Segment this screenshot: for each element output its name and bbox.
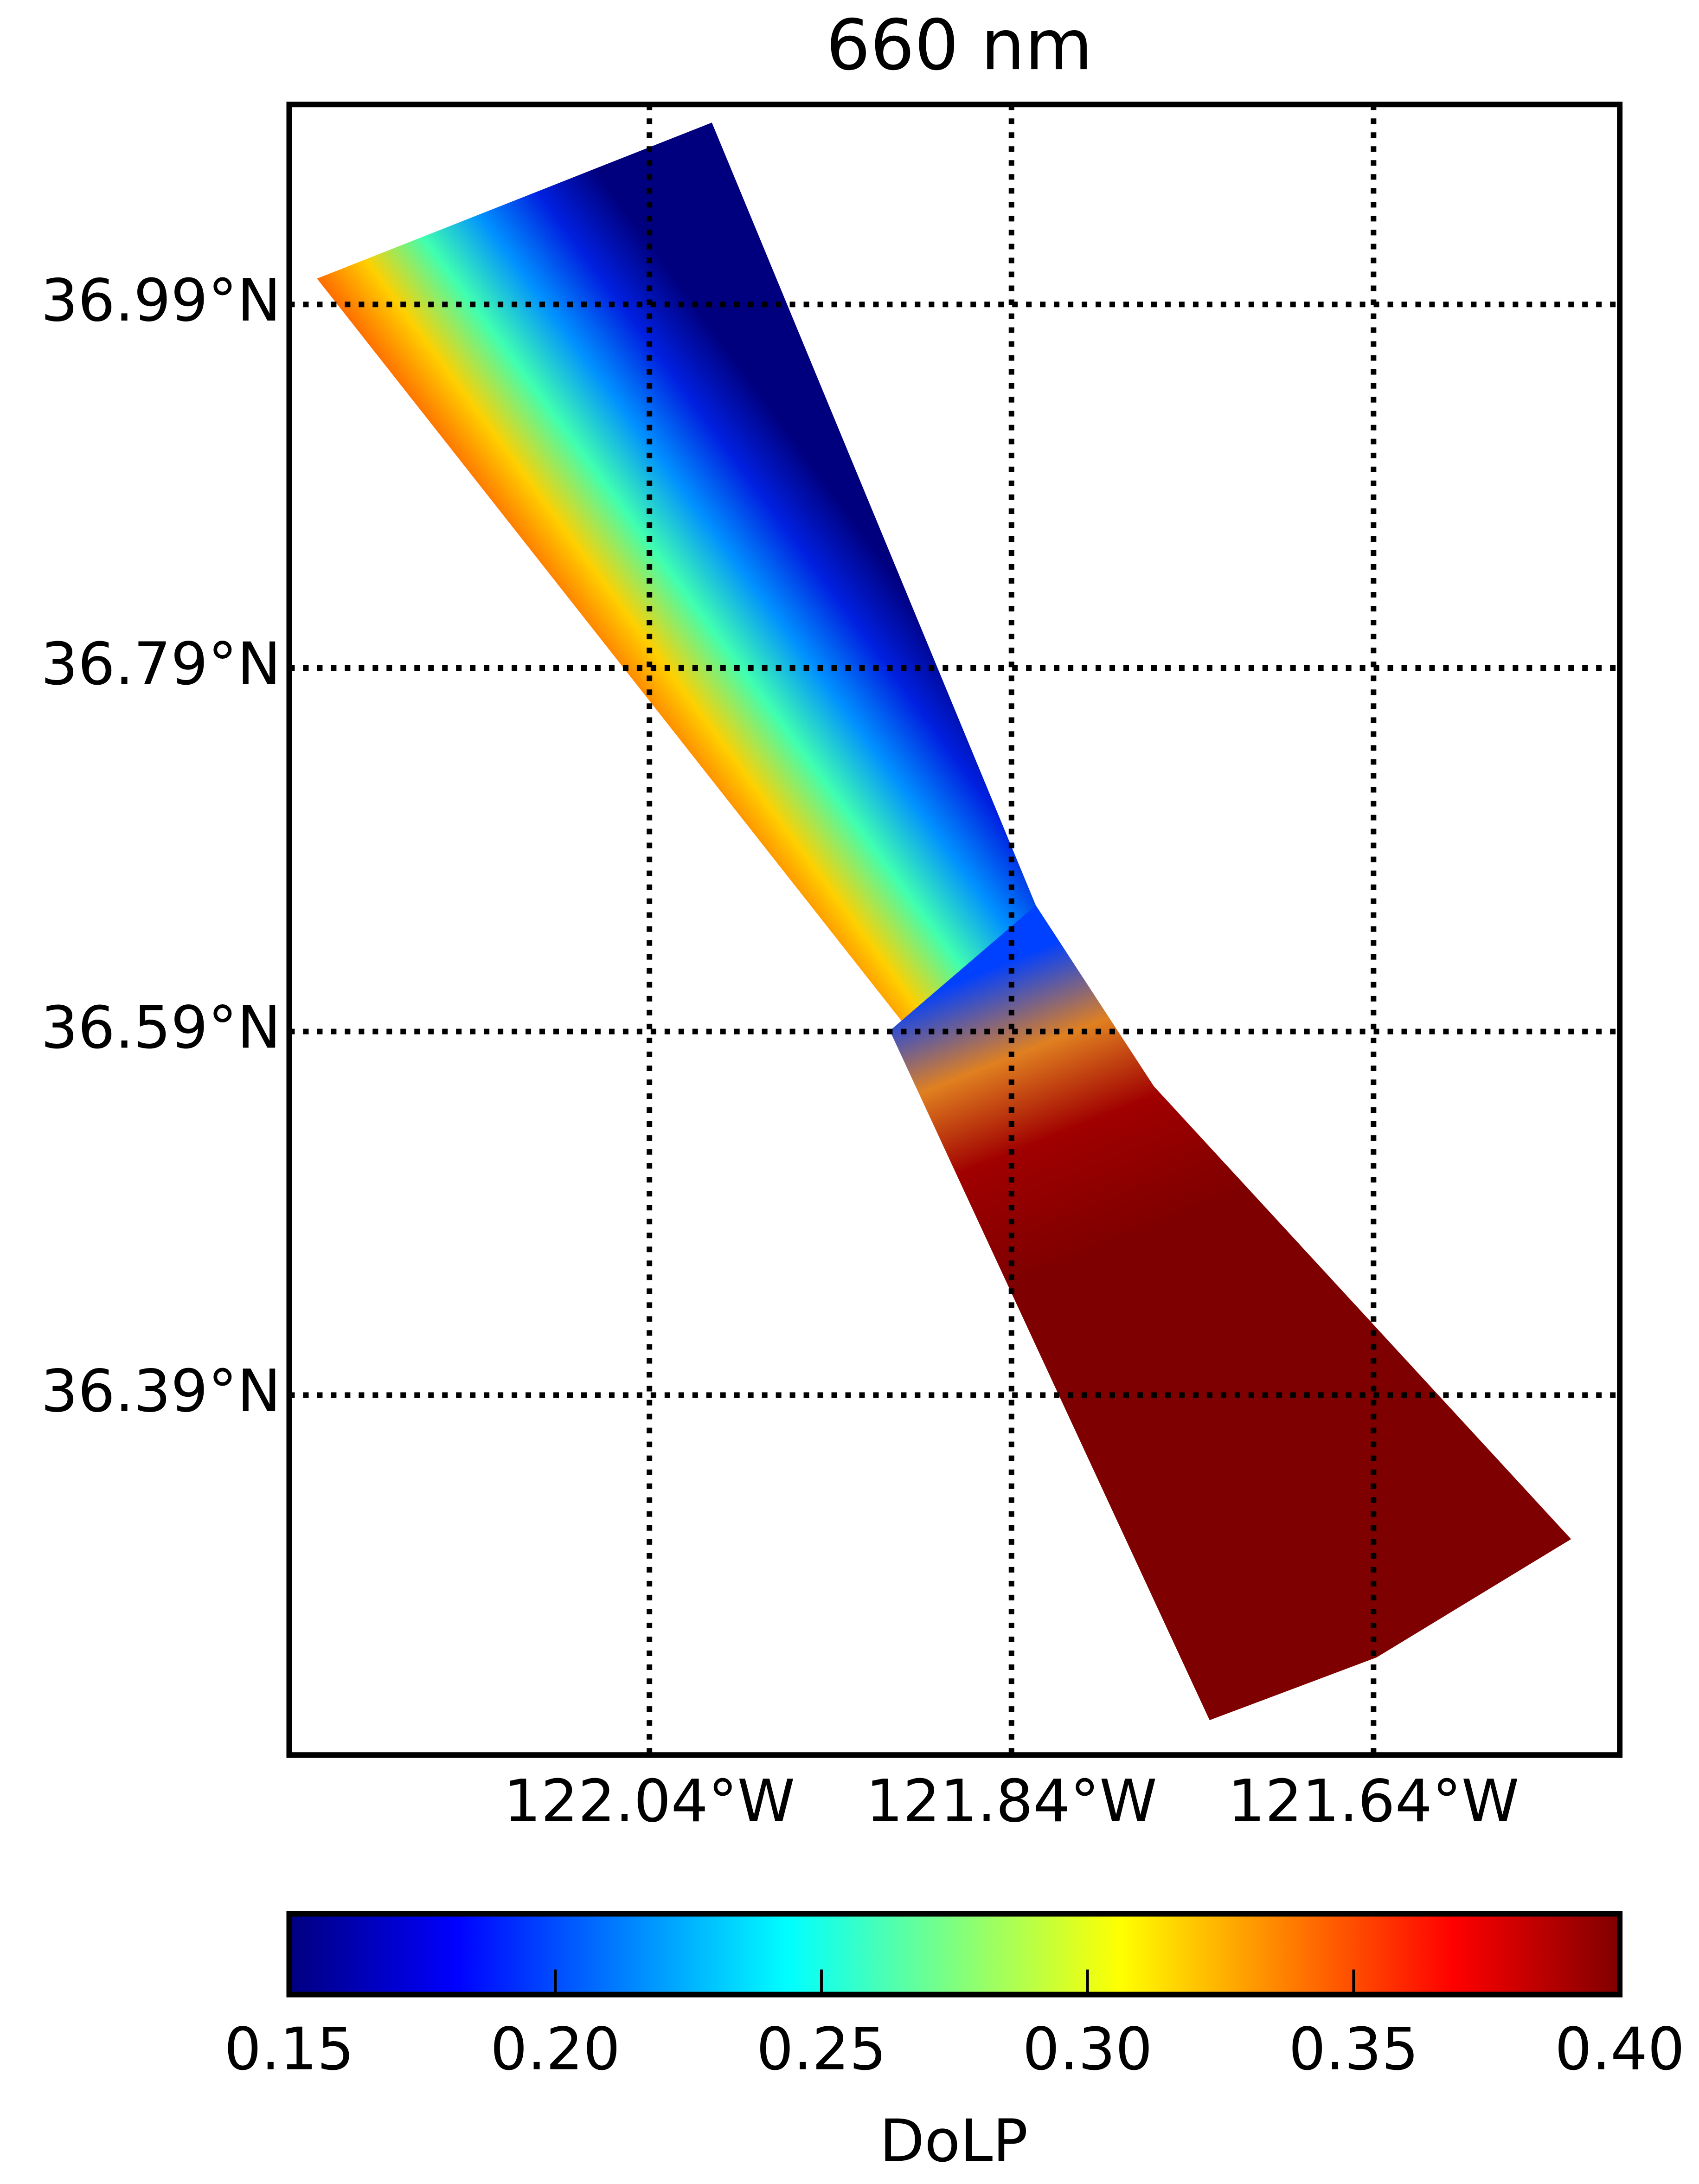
colorbar-tick-label: 0.35: [1289, 2015, 1418, 2083]
colorbar-tick-label: 0.15: [224, 2015, 354, 2083]
chart-title: 660 nm: [826, 5, 1093, 86]
y-tick-label: 36.79°N: [41, 630, 281, 698]
x-tick-label: 121.64°W: [1228, 1767, 1519, 1835]
x-tick-label: 122.04°W: [504, 1767, 795, 1835]
colorbar-tick-label: 0.25: [757, 2015, 886, 2083]
map-frame: [286, 102, 1623, 1758]
colorbar-tick-label: 0.20: [490, 2015, 620, 2083]
colorbar: [286, 1911, 1623, 1998]
swath-south: [890, 905, 1571, 1721]
y-tick-label: 36.39°N: [41, 1357, 281, 1425]
y-tick-label: 36.99°N: [41, 266, 281, 334]
swath-north: [317, 122, 1036, 1024]
colorbar-label: DoLP: [879, 2107, 1028, 2175]
y-tick-label: 36.59°N: [41, 993, 281, 1061]
colorbar-tick-label: 0.30: [1023, 2015, 1153, 2083]
x-tick-label: 121.84°W: [866, 1767, 1157, 1835]
colorbar-tick-label: 0.40: [1555, 2015, 1685, 2083]
